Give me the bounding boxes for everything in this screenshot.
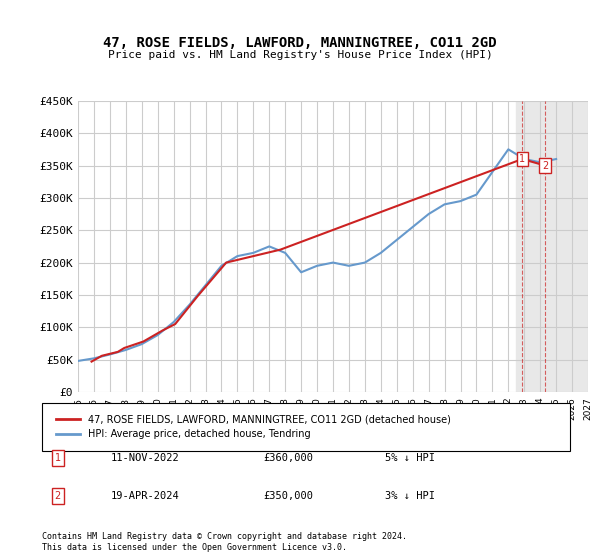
Legend: 47, ROSE FIELDS, LAWFORD, MANNINGTREE, CO11 2GD (detached house), HPI: Average p: 47, ROSE FIELDS, LAWFORD, MANNINGTREE, C… [52,410,455,444]
Text: 1: 1 [55,452,61,463]
Text: 47, ROSE FIELDS, LAWFORD, MANNINGTREE, CO11 2GD: 47, ROSE FIELDS, LAWFORD, MANNINGTREE, C… [103,36,497,50]
Text: Price paid vs. HM Land Registry's House Price Index (HPI): Price paid vs. HM Land Registry's House … [107,50,493,60]
Text: 5% ↓ HPI: 5% ↓ HPI [385,452,435,463]
Text: 2: 2 [542,161,548,170]
Text: 19-APR-2024: 19-APR-2024 [110,491,179,501]
Text: £350,000: £350,000 [264,491,314,501]
Text: £360,000: £360,000 [264,452,314,463]
Text: 1: 1 [519,154,525,164]
Text: 11-NOV-2022: 11-NOV-2022 [110,452,179,463]
FancyBboxPatch shape [42,403,570,451]
Text: 3% ↓ HPI: 3% ↓ HPI [385,491,435,501]
Text: 2: 2 [55,491,61,501]
Text: Contains HM Land Registry data © Crown copyright and database right 2024.
This d: Contains HM Land Registry data © Crown c… [42,532,407,552]
Bar [516,101,588,392]
